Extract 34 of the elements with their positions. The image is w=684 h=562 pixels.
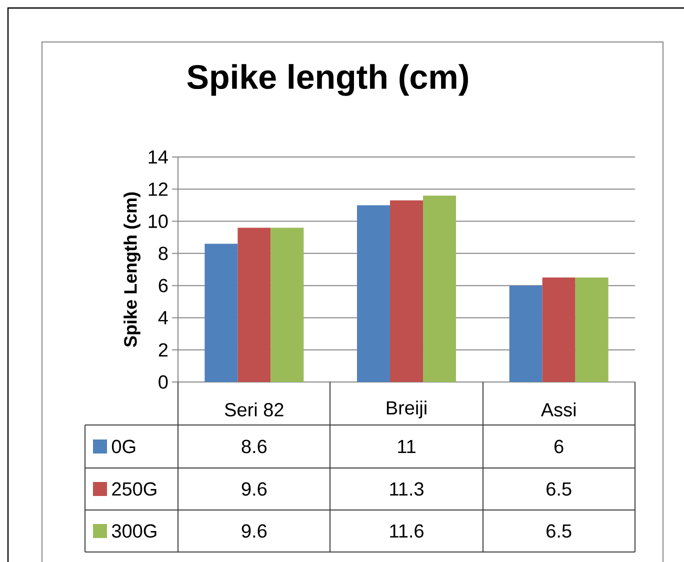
data-label: 6.5 <box>546 482 572 496</box>
y-tick-label: 2 <box>158 343 168 356</box>
data-label: 6.5 <box>546 524 572 538</box>
y-tick-label: 10 <box>148 214 168 228</box>
data-label: 9.6 <box>242 524 267 538</box>
legend-label: 0G <box>112 440 136 454</box>
bar <box>204 244 238 382</box>
bar <box>509 286 542 382</box>
bar <box>270 228 304 382</box>
bar <box>357 205 390 382</box>
y-tick-label: 6 <box>158 278 168 292</box>
x-tick-label: Seri 82 <box>224 402 284 416</box>
data-label: 11.6 <box>390 524 424 538</box>
data-label: 11 <box>398 440 416 454</box>
chart-title: Spike length (cm) <box>187 64 468 96</box>
bar <box>390 200 424 382</box>
legend-label: 300G <box>112 524 156 538</box>
bar <box>238 228 271 382</box>
y-tick-label: 0 <box>158 375 168 389</box>
data-label: 6 <box>554 440 564 454</box>
y-axis-title: Spike Length (cm) <box>124 192 140 347</box>
y-tick-label: 14 <box>148 150 168 164</box>
y-tick-label: 8 <box>158 246 168 260</box>
data-label: 8.6 <box>242 440 267 454</box>
data-label: 9.6 <box>242 482 267 496</box>
x-tick-label: Assi <box>540 402 576 416</box>
bar <box>575 278 608 382</box>
x-tick-label: Breiji <box>386 400 426 418</box>
data-label: 11.3 <box>390 482 424 496</box>
bar <box>423 196 456 382</box>
y-tick-label: 12 <box>148 182 168 196</box>
y-tick-label: 4 <box>158 311 168 324</box>
bar <box>542 278 576 382</box>
legend-label: 250G <box>112 482 156 496</box>
